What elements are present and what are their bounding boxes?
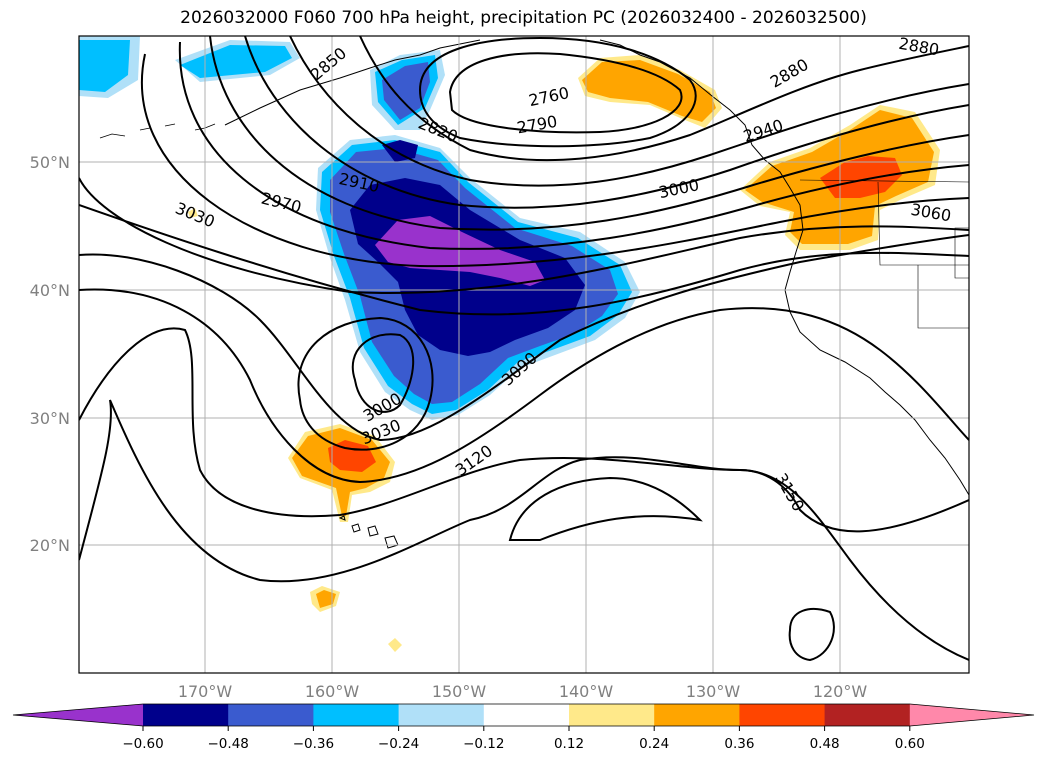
colorbar-extend-high bbox=[909, 704, 1034, 726]
pos-field-orange bbox=[292, 60, 934, 608]
map-title: 2026032000 F060 700 hPa height, precipit… bbox=[180, 8, 867, 28]
contour-label: 2760 bbox=[527, 83, 571, 110]
contour-label: 2790 bbox=[515, 112, 558, 138]
lat-label: 30°N bbox=[30, 409, 70, 428]
contour-label: 2940 bbox=[741, 115, 786, 146]
contour-label: 3000 bbox=[657, 175, 701, 202]
colorbar-tick-label: −0.48 bbox=[208, 736, 249, 752]
contour-3150 bbox=[79, 399, 969, 583]
contour-3120-loop bbox=[508, 476, 703, 541]
contour-2910 bbox=[209, 36, 969, 231]
lat-label: 40°N bbox=[30, 281, 70, 300]
positive-precip-fields bbox=[188, 55, 940, 652]
colorbar-segment bbox=[398, 704, 485, 726]
colorbar-tick-label: 0.12 bbox=[554, 736, 584, 752]
contour-label: 3120 bbox=[452, 441, 496, 480]
lon-label: 120°W bbox=[813, 682, 868, 701]
neg-field-purple bbox=[375, 216, 545, 286]
lat-axis: 50°N 40°N 30°N 20°N bbox=[30, 153, 70, 555]
colorbar-segment bbox=[824, 704, 911, 726]
contour-3000-south bbox=[351, 333, 415, 413]
us-canada-border bbox=[799, 179, 969, 183]
contour-3030-south bbox=[297, 316, 434, 451]
contour-3060 bbox=[79, 234, 969, 442]
colorbar-segment bbox=[569, 704, 655, 726]
contour-label: 2880 bbox=[767, 55, 812, 92]
contour-label: 2850 bbox=[307, 43, 350, 84]
coastlines bbox=[99, 39, 969, 549]
colorbar-segment bbox=[654, 704, 740, 726]
colorbar-tick-label: 0.60 bbox=[895, 736, 925, 752]
contour-3120 bbox=[79, 327, 969, 661]
contour-2760 bbox=[448, 52, 683, 134]
colorbar-tick-label: 0.36 bbox=[724, 736, 754, 752]
colorbar-tick-label: −0.12 bbox=[463, 736, 504, 752]
pos-field-red bbox=[328, 156, 902, 472]
colorbar-segment bbox=[228, 704, 314, 726]
hawaii-islands bbox=[338, 515, 399, 549]
colorbar-tick-label: −0.60 bbox=[122, 736, 163, 752]
lon-label: 140°W bbox=[559, 682, 614, 701]
colorbar-segment bbox=[739, 704, 826, 726]
contour-3180 bbox=[788, 608, 835, 662]
lon-label: 150°W bbox=[432, 682, 487, 701]
contour-label: 3150 bbox=[771, 470, 808, 515]
contour-2940 bbox=[178, 41, 969, 250]
contour-2970 bbox=[140, 53, 969, 268]
plot-frame bbox=[78, 35, 970, 674]
contour-3090 bbox=[79, 288, 969, 484]
lon-label: 170°W bbox=[178, 682, 233, 701]
colorbar-segment bbox=[483, 704, 570, 726]
gridlines bbox=[79, 36, 969, 673]
colorbar: −0.60 −0.48 −0.36 −0.24 −0.12 0.12 0.24 0.36 0.4… bbox=[12, 703, 1035, 752]
contour-3030-north bbox=[79, 204, 969, 316]
contour-2880 bbox=[244, 36, 969, 209]
aleutian-islands bbox=[99, 123, 216, 139]
contour-2820 bbox=[359, 36, 969, 162]
contour-label: 2820 bbox=[416, 113, 461, 146]
colorbar-tick-label: −0.24 bbox=[378, 736, 419, 752]
colorbar-extend-low bbox=[13, 704, 143, 726]
map-plot-area: 2850 2760 2790 2820 2880 2880 2940 2910 … bbox=[79, 34, 969, 673]
lat-label: 50°N bbox=[30, 153, 70, 172]
state-borders bbox=[877, 181, 969, 329]
colorbar-tick-label: 0.24 bbox=[639, 736, 669, 752]
lon-label: 130°W bbox=[686, 682, 741, 701]
contour-label: 2880 bbox=[897, 34, 940, 60]
contour-label: 3060 bbox=[909, 200, 952, 226]
height-contours bbox=[79, 36, 969, 662]
colorbar-tick-label: 0.48 bbox=[810, 736, 840, 752]
colorbar-tick-label: −0.36 bbox=[293, 736, 334, 752]
contour-2790 bbox=[418, 36, 697, 148]
lon-axis: 170°W 160°W 150°W 140°W 130°W 120°W bbox=[178, 682, 868, 701]
colorbar-segment bbox=[143, 704, 229, 726]
alaska-coast bbox=[224, 39, 481, 126]
lon-label: 160°W bbox=[305, 682, 360, 701]
contour-label: 2970 bbox=[259, 189, 303, 217]
contour-2850 bbox=[289, 36, 969, 187]
contour-3000-north bbox=[79, 177, 969, 295]
lat-label: 20°N bbox=[30, 536, 70, 555]
north-america-coast bbox=[599, 39, 969, 496]
colorbar-segment bbox=[313, 704, 400, 726]
